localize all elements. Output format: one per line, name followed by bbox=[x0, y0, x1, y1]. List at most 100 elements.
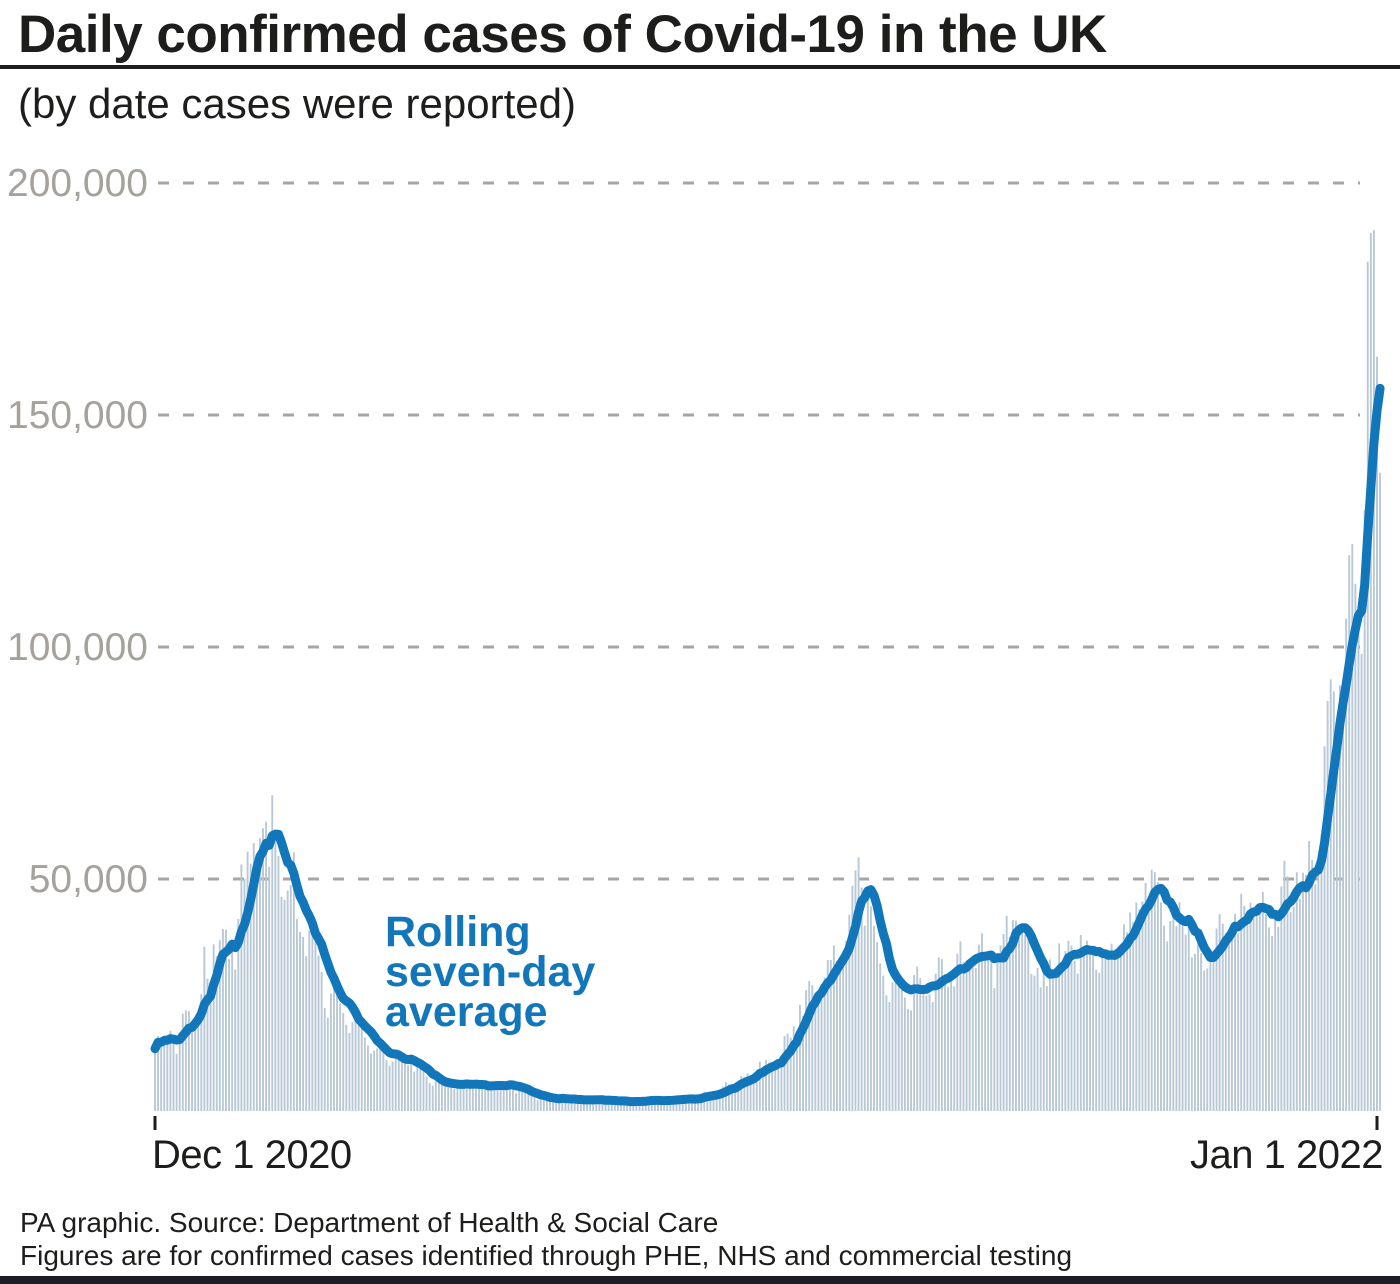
daily-case-bar bbox=[647, 1100, 650, 1111]
daily-case-bar bbox=[1311, 860, 1314, 1111]
daily-case-bar bbox=[203, 946, 206, 1111]
daily-case-bar bbox=[592, 1098, 595, 1111]
daily-case-bar bbox=[879, 963, 882, 1111]
daily-case-bar bbox=[832, 945, 835, 1111]
daily-case-bar bbox=[468, 1085, 471, 1111]
daily-case-bar bbox=[1089, 945, 1091, 1111]
daily-case-bar bbox=[749, 1075, 752, 1111]
daily-case-bar bbox=[474, 1087, 477, 1111]
daily-case-bar bbox=[1227, 943, 1230, 1111]
daily-case-bar bbox=[280, 896, 283, 1111]
daily-case-bar bbox=[690, 1099, 693, 1111]
daily-case-bar bbox=[907, 1009, 909, 1111]
daily-case-bar bbox=[360, 1026, 363, 1111]
daily-case-bar bbox=[956, 953, 959, 1111]
daily-case-bar bbox=[1132, 922, 1135, 1111]
daily-case-bar bbox=[1181, 919, 1184, 1111]
daily-case-bar bbox=[1258, 908, 1261, 1111]
daily-case-bar bbox=[286, 890, 289, 1111]
y-tick-label-200000: 200,000 bbox=[7, 162, 148, 205]
daily-case-bar bbox=[225, 929, 227, 1111]
daily-case-bar bbox=[465, 1080, 468, 1111]
daily-case-bar bbox=[515, 1093, 517, 1111]
daily-case-bar bbox=[836, 960, 838, 1111]
daily-case-bar bbox=[1376, 356, 1378, 1111]
daily-case-bar bbox=[258, 838, 261, 1111]
daily-case-bar bbox=[299, 931, 301, 1111]
daily-case-bar bbox=[339, 1003, 342, 1111]
daily-case-bar bbox=[456, 1084, 459, 1111]
daily-case-bar bbox=[240, 864, 243, 1111]
daily-case-bar bbox=[1036, 967, 1039, 1111]
daily-case-bar bbox=[783, 1036, 786, 1111]
daily-case-bar bbox=[734, 1090, 737, 1111]
daily-case-bar bbox=[771, 1063, 774, 1111]
daily-case-bar bbox=[678, 1097, 681, 1111]
daily-case-bar bbox=[311, 935, 314, 1111]
daily-case-bar bbox=[882, 975, 885, 1111]
daily-case-bar bbox=[826, 959, 829, 1111]
daily-case-bar bbox=[434, 1081, 437, 1111]
daily-case-bar bbox=[428, 1083, 431, 1111]
daily-case-bar bbox=[1314, 884, 1317, 1111]
daily-case-bar bbox=[252, 843, 255, 1111]
title-divider bbox=[0, 65, 1400, 69]
daily-case-bar bbox=[740, 1076, 743, 1111]
daily-case-bar bbox=[425, 1076, 428, 1111]
daily-case-bar bbox=[292, 852, 295, 1111]
daily-case-bar bbox=[888, 1001, 891, 1111]
daily-case-bar bbox=[1351, 544, 1354, 1111]
daily-case-bar bbox=[916, 966, 919, 1111]
daily-case-bar bbox=[623, 1103, 625, 1111]
daily-case-bar bbox=[209, 985, 212, 1111]
daily-case-bar bbox=[1160, 902, 1162, 1111]
daily-case-bar bbox=[786, 1033, 789, 1111]
daily-case-bar bbox=[953, 986, 956, 1111]
daily-case-bar bbox=[221, 928, 224, 1111]
daily-case-bar bbox=[422, 1071, 425, 1111]
daily-case-bar bbox=[496, 1086, 499, 1111]
daily-case-bar bbox=[792, 1026, 795, 1111]
daily-case-bar bbox=[1184, 934, 1187, 1111]
daily-case-bar bbox=[731, 1086, 734, 1111]
daily-case-bar bbox=[817, 998, 820, 1111]
daily-case-bar bbox=[493, 1086, 496, 1111]
daily-case-bar bbox=[277, 856, 280, 1111]
daily-case-bar bbox=[1126, 932, 1128, 1111]
daily-case-bar bbox=[1212, 957, 1215, 1111]
daily-case-bar bbox=[1064, 951, 1067, 1111]
daily-case-bar bbox=[589, 1099, 592, 1111]
daily-case-bar bbox=[1360, 653, 1363, 1111]
daily-case-bar bbox=[481, 1084, 484, 1111]
daily-case-bar bbox=[1308, 840, 1311, 1111]
daily-case-bar bbox=[1042, 969, 1045, 1111]
daily-case-bar bbox=[644, 1102, 647, 1111]
daily-case-bar bbox=[431, 1085, 434, 1111]
daily-case-bar bbox=[910, 1010, 912, 1111]
daily-case-bar bbox=[1138, 909, 1141, 1111]
daily-case-bar bbox=[366, 1045, 369, 1111]
daily-case-bar bbox=[545, 1098, 548, 1111]
daily-case-bar bbox=[1301, 872, 1304, 1111]
daily-case-bar bbox=[274, 832, 277, 1111]
daily-case-bar bbox=[1193, 953, 1196, 1111]
daily-case-bar bbox=[687, 1099, 690, 1111]
daily-case-bar bbox=[336, 976, 339, 1111]
daily-case-bar bbox=[178, 1034, 181, 1111]
daily-case-bar bbox=[1153, 872, 1156, 1111]
daily-case-bar bbox=[370, 1053, 372, 1111]
daily-case-bar bbox=[947, 986, 950, 1111]
daily-case-bar bbox=[669, 1099, 672, 1111]
daily-case-bar bbox=[305, 956, 308, 1111]
daily-case-bar bbox=[1147, 908, 1150, 1111]
daily-case-bar bbox=[1363, 510, 1366, 1111]
daily-case-bar bbox=[937, 957, 940, 1111]
daily-case-bar bbox=[1061, 964, 1064, 1111]
daily-case-bar bbox=[302, 936, 305, 1111]
daily-case-bar bbox=[839, 963, 842, 1111]
daily-case-bar bbox=[863, 925, 866, 1111]
daily-case-bar bbox=[777, 1060, 780, 1111]
x-tick-label-1: Jan 1 2022 bbox=[1190, 1133, 1383, 1177]
daily-case-bar bbox=[1156, 882, 1159, 1111]
